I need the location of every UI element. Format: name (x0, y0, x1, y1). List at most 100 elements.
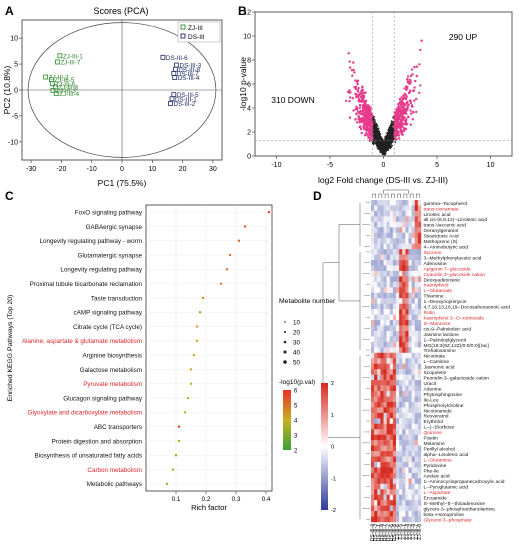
heatmap-cell (392, 363, 397, 370)
heatmap-cell (389, 505, 394, 512)
heatmap-cell (386, 500, 390, 506)
volcano-point (363, 134, 367, 137)
heatmap-cell (399, 401, 403, 408)
heatmap-cell (396, 500, 400, 506)
volcano-point (406, 78, 409, 81)
heatmap-colorbar-label: 2 (331, 381, 334, 387)
heatmap-cell (389, 347, 394, 354)
heatmap-cell (396, 270, 400, 277)
heatmap-cell (417, 249, 422, 255)
heatmap-cell (383, 216, 387, 223)
heatmap-cell (389, 309, 394, 315)
heatmap-cell (392, 249, 397, 255)
pca-point-label: DS-III-1 (175, 96, 197, 103)
panel-letter-a: A (5, 4, 14, 18)
heatmap-cell (374, 254, 378, 261)
heatmap-cell (383, 407, 387, 414)
heatmap-cell (386, 254, 390, 261)
heatmap-cell (414, 500, 419, 506)
pca-legend-ds-label: DS-III (188, 34, 205, 41)
volcano-xtick-label: 10 (487, 162, 495, 169)
heatmap-cell (414, 352, 419, 359)
volcano-point (405, 118, 408, 121)
volcano-point (409, 74, 413, 78)
kegg-size-legend-label: 10 (293, 319, 301, 326)
volcano-point (358, 112, 361, 115)
heatmap-cell (396, 205, 400, 212)
heatmap-cell (396, 216, 400, 223)
heatmap-cell (377, 500, 381, 506)
heatmap-cell (386, 407, 390, 414)
heatmap-cell (392, 260, 397, 266)
heatmap-cell (399, 380, 403, 386)
heatmap-colorbar-label: -2 (331, 508, 336, 514)
heatmap-cell (371, 260, 375, 266)
volcano-point (410, 68, 414, 71)
heatmap-cell (399, 292, 403, 299)
heatmap-cell (411, 221, 415, 228)
heatmap-cell (383, 254, 387, 261)
heatmap-cell (399, 391, 403, 397)
heatmap-cell (386, 380, 390, 386)
heatmap-row-label: D--Mannose (424, 321, 451, 327)
heatmap-cell (374, 336, 378, 343)
pca-point-label: DS-III-8 (178, 67, 200, 74)
kegg-color-legend-bar (283, 390, 291, 450)
heatmap-cell (383, 385, 387, 392)
volcano-point (403, 96, 407, 100)
heatmap-row-label: Erythritol (424, 419, 443, 425)
heatmap-cell (380, 330, 384, 337)
volcano-point (389, 137, 392, 140)
heatmap-cell (383, 418, 387, 424)
heatmap-cell (396, 358, 400, 364)
heatmap-cell (405, 467, 409, 474)
heatmap-cell (377, 467, 381, 474)
heatmap-cell (411, 451, 415, 457)
kegg-size-legend-dot (283, 330, 287, 334)
volcano-point (415, 97, 418, 101)
volcano-point (371, 141, 374, 144)
heatmap-cell (417, 429, 422, 435)
kegg-pathway-label: Glucagon signaling pathway (63, 395, 143, 402)
heatmap-cell (380, 249, 384, 255)
heatmap-cell (380, 276, 384, 283)
pca-legend-zj-label: ZJ-III (188, 25, 203, 32)
heatmap-cell (383, 401, 387, 408)
heatmap-cell (383, 505, 387, 512)
pca-point (169, 96, 175, 102)
heatmap-cell (396, 210, 400, 217)
volcano-point (380, 144, 383, 147)
heatmap-cell (405, 298, 409, 304)
heatmap-cell (405, 407, 409, 414)
kegg-point (195, 325, 199, 328)
heatmap-cell (411, 445, 415, 452)
heatmap-cell (417, 281, 422, 288)
volcano-point (368, 130, 372, 133)
heatmap-cell (380, 369, 384, 375)
volcano-xtick-label: -10 (271, 162, 281, 169)
heatmap-cell (389, 407, 394, 414)
volcano-point (364, 99, 368, 103)
heatmap-cell (399, 221, 403, 228)
volcano-point (385, 138, 387, 141)
heatmap-cell (386, 467, 390, 474)
heatmap-cell (380, 489, 384, 495)
volcano-point (408, 99, 411, 102)
volcano-ylabel: -log10 p-value (238, 57, 248, 111)
heatmap-cell (405, 374, 409, 381)
heatmap-cell (414, 276, 419, 283)
heatmap-cell (411, 325, 415, 332)
heatmap-cell (371, 243, 375, 250)
heatmap-cell (386, 330, 390, 337)
volcano-point (376, 140, 379, 143)
volcano-point (392, 131, 394, 134)
heatmap-cell (402, 320, 406, 326)
heatmap-cell (377, 265, 381, 272)
volcano-ytick-label: 0 (247, 154, 251, 161)
heatmap-cell (414, 440, 419, 446)
volcano-point (395, 134, 399, 137)
heatmap-cell (380, 363, 384, 370)
kegg-color-legend-label: 5 (294, 403, 298, 409)
volcano-down-annotation: 310 DOWN (271, 95, 314, 105)
heatmap-cell (417, 451, 422, 457)
